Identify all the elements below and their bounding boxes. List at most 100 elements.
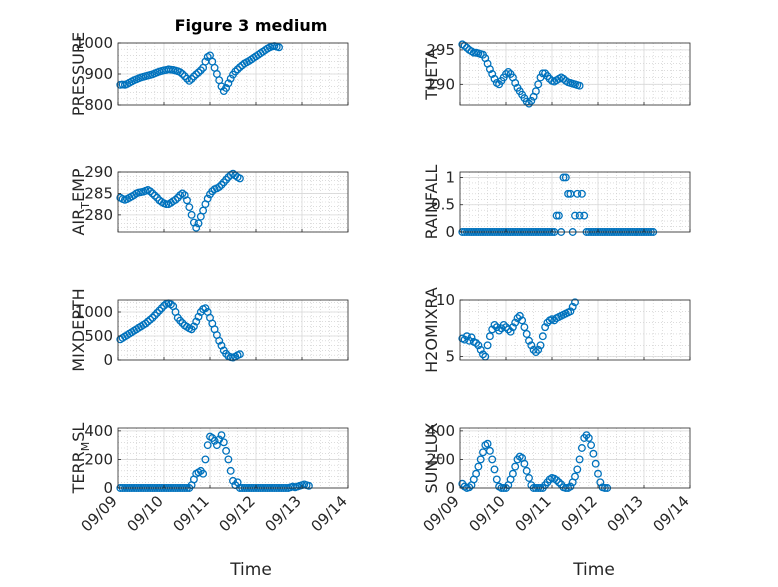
ytick-label: 290 <box>426 75 455 93</box>
data-point <box>568 302 577 311</box>
data-point <box>201 304 210 313</box>
data-point <box>474 341 483 350</box>
data-point <box>502 70 510 78</box>
data-point <box>525 474 533 482</box>
data-point <box>591 459 600 468</box>
data-point <box>171 195 180 204</box>
data-point <box>564 189 573 198</box>
xtick-label: 09/09 <box>420 492 463 535</box>
ytick-label: 0 <box>103 351 113 369</box>
data-point <box>187 75 196 83</box>
data-point <box>215 183 224 191</box>
ylabel: H2OMIXRA <box>422 287 441 373</box>
data-point <box>561 173 570 182</box>
data-point <box>534 80 543 89</box>
data-point <box>229 476 237 485</box>
data-point <box>531 87 540 96</box>
data-point <box>217 341 226 350</box>
data-point <box>538 332 547 341</box>
ylabel: TERRMSL <box>69 423 92 495</box>
data-point <box>194 219 203 228</box>
data-point <box>178 70 187 78</box>
ytick-label: 500 <box>84 327 113 345</box>
data-point <box>185 203 194 212</box>
ytick-label: 200 <box>84 450 113 468</box>
data-point <box>143 317 152 326</box>
ytick-label: 0 <box>445 479 455 497</box>
data-point <box>233 65 242 74</box>
ytick-label: 280 <box>84 206 113 224</box>
ytick-label: 0.5 <box>431 196 455 214</box>
ylabel: PRESSURE <box>69 32 88 116</box>
data-point <box>495 326 504 335</box>
data-point <box>511 462 520 471</box>
data-point <box>485 446 494 455</box>
data-point <box>485 332 494 341</box>
data-point <box>575 455 584 464</box>
data-point <box>529 345 538 354</box>
data-point <box>474 462 483 471</box>
data-point <box>571 298 579 307</box>
ytick-label: 290 <box>84 163 113 181</box>
data-point <box>304 481 313 490</box>
data-point <box>525 336 533 345</box>
data-point <box>210 436 219 445</box>
data-point <box>146 315 155 324</box>
axes-box <box>117 171 349 233</box>
data-point <box>531 348 540 357</box>
data-point <box>226 74 235 83</box>
data-point <box>157 304 166 313</box>
data-point <box>552 211 561 220</box>
data-point <box>511 318 520 327</box>
data-point <box>522 466 531 475</box>
data-point <box>504 325 513 334</box>
data-point <box>226 466 235 475</box>
data-point <box>467 333 476 342</box>
axes-box <box>117 299 349 361</box>
plot-area <box>118 300 348 360</box>
axes-box <box>459 171 691 233</box>
xtick-label: 09/11 <box>512 492 555 535</box>
ytick-label: 400 <box>84 422 113 440</box>
data-point <box>166 300 175 309</box>
xtick-label: 09/12 <box>216 492 259 535</box>
data-point <box>196 66 205 75</box>
data-point <box>275 43 283 52</box>
ylabel: MIXDEPTH <box>69 288 88 371</box>
ytick-label: 400 <box>426 422 455 440</box>
data-point <box>203 441 212 450</box>
data-point <box>180 72 189 81</box>
ytick-label: 200 <box>426 450 455 468</box>
data-point <box>587 441 596 450</box>
data-point <box>176 316 185 325</box>
data-point <box>594 469 602 478</box>
data-point <box>571 211 579 220</box>
data-point <box>476 345 485 354</box>
data-point <box>513 314 522 323</box>
data-point <box>162 200 171 209</box>
xtick-label: 09/14 <box>308 492 351 535</box>
data-point <box>520 323 529 332</box>
data-point <box>215 336 224 345</box>
data-point <box>575 81 584 90</box>
data-point <box>150 191 159 200</box>
data-point <box>483 341 492 350</box>
data-point <box>192 317 201 326</box>
data-point <box>235 350 244 359</box>
data-point <box>187 210 196 219</box>
data-point <box>476 455 485 464</box>
data-point <box>176 68 185 77</box>
ytick-label: 800 <box>84 96 113 114</box>
data-point <box>183 196 191 205</box>
ytick-label: 10 <box>436 291 455 309</box>
ylabel: THETA <box>422 48 441 100</box>
xtick-label: 09/11 <box>170 492 213 535</box>
plot-area <box>460 43 690 105</box>
data-point <box>488 70 497 78</box>
data-point <box>222 83 231 92</box>
xlabel-left: Time <box>229 560 272 580</box>
ytick-label: 1000 <box>75 34 113 52</box>
